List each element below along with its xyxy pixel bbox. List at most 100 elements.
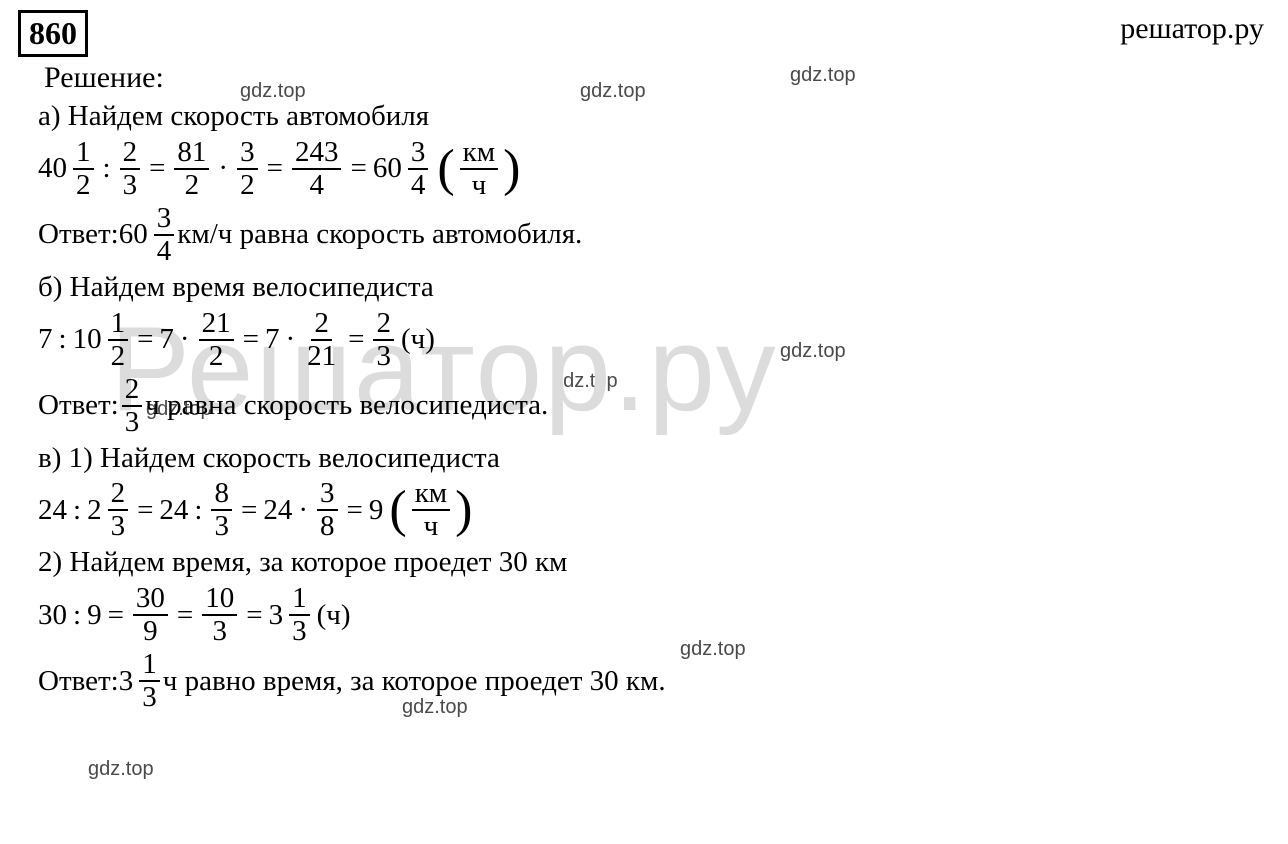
part-c-heading-2-text: 2) Найдем время, за которое проедет 30 к…	[38, 545, 567, 580]
unit: (ч)	[401, 322, 435, 357]
solution-heading: Решение:	[44, 61, 1270, 95]
part-a-heading: а) Найдем скорость автомобиля	[38, 99, 1270, 134]
value: 2	[206, 341, 227, 371]
equals-icon: =	[348, 322, 364, 357]
value: 1	[289, 584, 310, 616]
value: 2	[237, 170, 258, 200]
value: 8	[211, 479, 232, 511]
part-c-heading-2: 2) Найдем время, за которое проедет 30 к…	[38, 545, 1270, 580]
colon-icon: :	[194, 493, 202, 528]
value: 60	[119, 217, 148, 252]
value: 2	[311, 309, 332, 341]
value: 3	[317, 479, 338, 511]
answer-label: Ответ:	[38, 217, 119, 252]
answer-text: ч равна скорость велосипедиста.	[145, 388, 548, 423]
value: 3	[120, 170, 141, 200]
unit: км	[460, 138, 498, 170]
part-b-equation: 7 : 10 12 = 7 · 212 = 7 · 221 = 23 (ч)	[38, 309, 1270, 371]
value: 1	[139, 650, 160, 682]
value: 9	[140, 616, 161, 646]
colon-icon: :	[103, 151, 111, 186]
equals-icon: =	[350, 151, 366, 186]
value: 7	[159, 322, 174, 357]
value: 1	[73, 138, 94, 170]
value: 10	[73, 322, 102, 357]
value: 2	[87, 493, 102, 528]
unit: ч	[421, 511, 442, 541]
part-c-heading: в) 1) Найдем скорость велосипедиста	[38, 441, 1270, 476]
equals-icon: =	[137, 322, 153, 357]
colon-icon: :	[59, 322, 67, 357]
part-c-heading-text: в) 1) Найдем скорость велосипедиста	[38, 441, 500, 476]
value: 7	[265, 322, 280, 357]
value: 2	[108, 341, 129, 371]
value: 60	[373, 151, 402, 186]
unit: ч	[469, 170, 490, 200]
value: 3	[237, 138, 258, 170]
value: 21	[199, 309, 234, 341]
value: 30	[133, 584, 168, 616]
value: 9	[87, 598, 102, 633]
value: 3	[154, 204, 175, 236]
value: 2	[120, 138, 141, 170]
part-b-heading-text: б) Найдем время велосипедиста	[38, 270, 434, 305]
equals-icon: =	[246, 598, 262, 633]
value: 7	[38, 322, 53, 357]
value: 3	[211, 511, 232, 541]
value: 3	[373, 341, 394, 371]
equals-icon: =	[267, 151, 283, 186]
value: 24	[263, 493, 292, 528]
problem-number: 860	[18, 10, 88, 57]
part-b-answer: Ответ: 23 ч равна скорость велосипедиста…	[38, 375, 1270, 437]
value: 8	[317, 511, 338, 541]
equals-icon: =	[149, 151, 165, 186]
value: 21	[304, 341, 339, 371]
value: 40	[38, 151, 67, 186]
equals-icon: =	[243, 322, 259, 357]
answer-text: км/ч равна скорость автомобиля.	[177, 217, 582, 252]
equals-icon: =	[241, 493, 257, 528]
unit: км	[412, 479, 450, 511]
part-c-equation-1: 24 : 2 23 = 24 : 83 = 24 · 38 = 9 кмч	[38, 479, 1270, 541]
value: 81	[174, 138, 209, 170]
value: 1	[108, 309, 129, 341]
value: 10	[202, 584, 237, 616]
value: 4	[306, 170, 327, 200]
value: 3	[408, 138, 429, 170]
value: 24	[38, 493, 67, 528]
value: 2	[373, 309, 394, 341]
answer-label: Ответ:	[38, 388, 119, 423]
part-c-answer: Ответ: 3 13 ч равно время, за которое пр…	[38, 650, 1270, 712]
value: 2	[108, 479, 129, 511]
answer-label: Ответ:	[38, 664, 119, 699]
value: 4	[154, 236, 175, 266]
value: 3	[108, 511, 129, 541]
value: 2	[122, 375, 143, 407]
equals-icon: =	[347, 493, 363, 528]
unit: (ч)	[317, 598, 351, 633]
part-b-heading: б) Найдем время велосипедиста	[38, 270, 1270, 305]
watermark-gdz: gdz.top	[88, 758, 154, 781]
part-a-answer: Ответ: 60 34 км/ч равна скорость автомоб…	[38, 204, 1270, 266]
value: 24	[159, 493, 188, 528]
part-a-heading-text: а) Найдем скорость автомобиля	[38, 99, 429, 134]
equals-icon: =	[177, 598, 193, 633]
value: 243	[292, 138, 342, 170]
colon-icon: :	[73, 493, 81, 528]
equals-icon: =	[108, 598, 124, 633]
value: 3	[289, 616, 310, 646]
value: 9	[369, 493, 384, 528]
answer-text: ч равно время, за которое проедет 30 км.	[163, 664, 666, 699]
dot-icon: ·	[218, 151, 228, 186]
value: 30	[38, 598, 67, 633]
value: 4	[408, 170, 429, 200]
dot-icon: ·	[298, 493, 308, 528]
value: 3	[139, 682, 160, 712]
value: 2	[73, 170, 94, 200]
dot-icon: ·	[180, 322, 190, 357]
part-c-equation-2: 30 : 9 = 309 = 103 = 3 13 (ч)	[38, 584, 1270, 646]
value: 3	[210, 616, 231, 646]
value: 3	[119, 664, 134, 699]
part-a-equation: 40 12 : 23 = 812 · 32 = 2434 = 60 34 кмч	[38, 138, 1270, 200]
equals-icon: =	[137, 493, 153, 528]
